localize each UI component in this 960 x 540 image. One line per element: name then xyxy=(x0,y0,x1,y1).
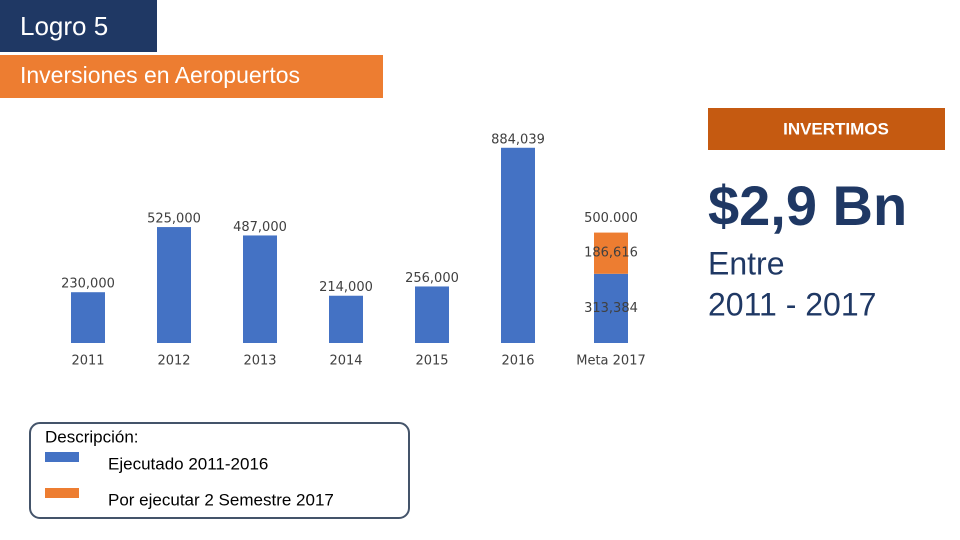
legend-title: Descripción: xyxy=(45,427,139,446)
heading: INVERTIMOS xyxy=(783,119,889,138)
x-tick-label: 2014 xyxy=(329,354,362,369)
bar xyxy=(71,292,105,343)
x-tick-label: Meta 2017 xyxy=(576,354,646,369)
data-label: 186,616 xyxy=(584,246,638,261)
total-label: 500.000 xyxy=(584,211,638,226)
subtitle: Inversiones en Aeropuertos xyxy=(20,62,300,88)
data-label: 313,384 xyxy=(584,301,638,316)
bar xyxy=(594,273,628,343)
x-tick-label: 2013 xyxy=(243,354,276,369)
bar xyxy=(157,227,191,343)
heading-box xyxy=(708,108,945,150)
bar xyxy=(415,286,449,343)
x-tick-label: 2011 xyxy=(71,354,104,369)
period-line1: Entre xyxy=(708,245,784,281)
amount: $2,9 Bn xyxy=(708,174,907,237)
data-label: 487,000 xyxy=(233,220,287,235)
x-tick-label: 2015 xyxy=(415,354,448,369)
bar xyxy=(501,147,535,343)
bar xyxy=(594,232,628,274)
x-tick-label: 2016 xyxy=(501,354,534,369)
title: Logro 5 xyxy=(20,11,108,41)
period-line2: 2011 - 2017 xyxy=(708,286,876,322)
legend-swatch xyxy=(45,452,79,462)
title-box xyxy=(0,0,157,52)
bar xyxy=(329,295,363,343)
x-tick-label: 2012 xyxy=(157,354,190,369)
data-label: 230,000 xyxy=(61,277,115,292)
legend-label: Ejecutado 2011-2016 xyxy=(108,454,268,473)
bar xyxy=(243,235,277,343)
legend-swatch xyxy=(45,488,79,498)
data-label: 214,000 xyxy=(319,280,373,295)
data-label: 884,039 xyxy=(491,132,545,147)
data-label: 525,000 xyxy=(147,212,201,227)
subtitle-box xyxy=(0,55,383,98)
legend-box xyxy=(29,422,410,519)
data-label: 256,000 xyxy=(405,271,459,286)
legend-label: Por ejecutar 2 Semestre 2017 xyxy=(108,490,334,509)
